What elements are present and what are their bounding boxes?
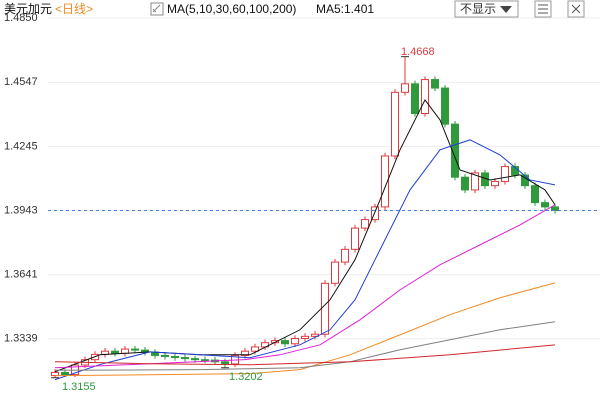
candle-body [411, 83, 419, 115]
candle-body [461, 176, 469, 191]
candle-body [251, 346, 259, 352]
settings-icon-glyph [152, 4, 161, 13]
candle-body [401, 83, 409, 93]
settings-icon[interactable] [150, 2, 164, 16]
period[interactable]: <日线> [55, 2, 93, 16]
candle-body [161, 354, 169, 357]
candle-body [491, 180, 499, 187]
moving-average-line [54, 139, 556, 381]
candle-body [291, 337, 299, 345]
moving-average-line [54, 344, 556, 366]
y-tick-label: 1.3339 [4, 333, 38, 345]
y-tick-label: 1.3641 [4, 268, 38, 280]
low-label: 1.3155 [62, 381, 96, 393]
toggle-button-label: 不显示 [460, 2, 496, 16]
candle-body [501, 166, 509, 182]
y-tick-label: 1.4547 [4, 76, 38, 88]
ma-settings: MA(5,10,30,60,100,200) [167, 2, 296, 16]
toggle-button[interactable] [454, 0, 519, 18]
symbol: 美元加元 [4, 2, 52, 16]
candle-body [551, 206, 559, 212]
candle-body [391, 91, 399, 157]
candle-body [191, 358, 199, 361]
candle-body [361, 219, 369, 229]
candle-body [301, 335, 309, 339]
moving-average-line [54, 282, 556, 377]
candle-body [61, 371, 69, 376]
candle-body [431, 79, 439, 89]
moving-average-line [54, 99, 556, 373]
candle-body [531, 185, 539, 204]
low-label: 1.3202 [229, 371, 263, 383]
y-tick-label: 1.3943 [4, 204, 38, 216]
candle-body [221, 361, 229, 365]
ma5-value: MA5:1.401 [316, 2, 374, 16]
moving-average-line [54, 204, 556, 369]
candle-body [111, 350, 119, 354]
plot-area: 1.4850 1.4547 1.4245 1.3943 1.3641 1.3339 [4, 12, 600, 381]
candle-body [451, 123, 459, 178]
candle-body [471, 172, 479, 191]
layout-icon [538, 4, 548, 14]
candle-body [331, 261, 339, 284]
candle-body [241, 350, 249, 356]
high-label: 1.4668 [401, 46, 435, 58]
close-icon [571, 4, 581, 14]
candle-body [421, 79, 429, 115]
y-tick-label: 1.4850 [4, 12, 38, 24]
candle-body [541, 202, 549, 208]
candle-body [131, 348, 139, 351]
candle-body [441, 87, 449, 125]
candle-body [171, 355, 179, 359]
candle-body [351, 227, 359, 250]
moving-average-line [54, 321, 556, 371]
candle-body [201, 359, 209, 362]
dropdown-arrow [500, 6, 512, 13]
candle-body [281, 340, 289, 345]
candle-body [371, 206, 379, 221]
candle-body [321, 282, 329, 335]
candle-body [381, 155, 389, 208]
candle-body [181, 357, 189, 360]
candle-body [341, 248, 349, 263]
y-tick-label: 1.4245 [4, 140, 38, 152]
